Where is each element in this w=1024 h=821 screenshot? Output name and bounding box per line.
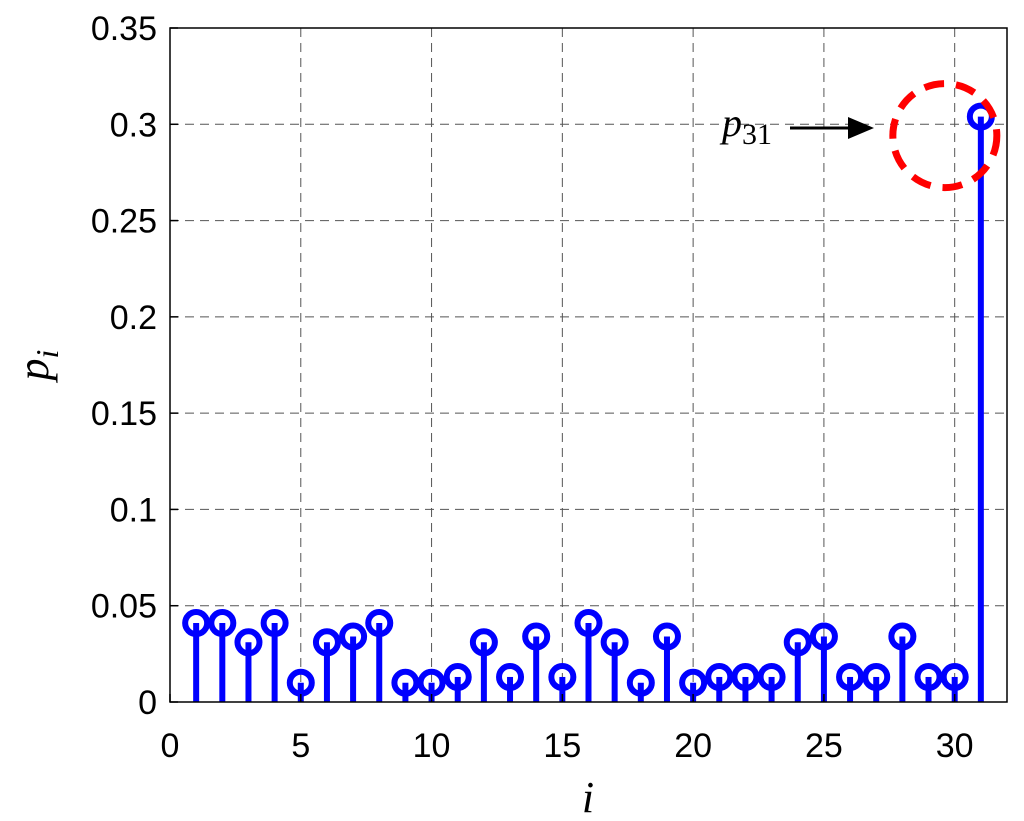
stem-marker xyxy=(312,628,341,657)
plot-area xyxy=(170,28,1007,702)
y-tick-label: 0.15 xyxy=(91,395,157,433)
y-tick-label: 0.2 xyxy=(110,299,157,337)
stem-marker xyxy=(757,662,786,691)
stem-marker xyxy=(469,628,498,657)
highlight-circle xyxy=(889,80,1001,192)
y-tick-label: 0 xyxy=(138,684,157,722)
stem-marker xyxy=(626,668,655,697)
x-tick-label: 15 xyxy=(543,727,581,765)
arrow-head-icon xyxy=(848,117,874,139)
y-tick-label: 0.3 xyxy=(110,106,157,144)
stem-marker xyxy=(836,662,865,691)
x-tick-label: 30 xyxy=(936,727,974,765)
stem-marker xyxy=(679,668,708,697)
p31-annotation: p31 xyxy=(719,80,1001,192)
stem-marker xyxy=(234,628,263,657)
y-tick-label: 0.05 xyxy=(91,588,157,626)
y-axis-label-subscript: i xyxy=(29,350,65,359)
stem-marker xyxy=(731,662,760,691)
y-tick-labels: 0 0.05 0.1 0.15 0.2 0.25 0.3 0.35 xyxy=(91,10,178,722)
x-tick-label: 10 xyxy=(413,727,451,765)
stem-marker xyxy=(888,622,917,651)
stem-marker xyxy=(914,662,943,691)
y-axis-label-main: p xyxy=(9,358,58,383)
stem-marker xyxy=(522,622,551,651)
x-tick-labels: 0 5 10 15 20 25 30 xyxy=(161,694,974,765)
x-axis-label: i xyxy=(582,773,594,821)
x-tick-label: 0 xyxy=(161,727,180,765)
stem-marker xyxy=(339,622,368,651)
stem-marker xyxy=(286,668,315,697)
x-tick-label: 25 xyxy=(805,727,843,765)
stem-marker xyxy=(260,609,289,638)
stem-marker xyxy=(391,668,420,697)
stem-marker xyxy=(182,609,211,638)
stem-marker xyxy=(600,628,629,657)
svg-text:pi: pi xyxy=(9,350,65,384)
stem-marker xyxy=(940,662,969,691)
x-tick-label: 5 xyxy=(291,727,310,765)
y-tick-label: 0.25 xyxy=(91,203,157,241)
y-axis-label: pi xyxy=(9,350,65,384)
stem-marker xyxy=(705,662,734,691)
data-stems xyxy=(182,102,995,702)
stem-marker xyxy=(548,662,577,691)
y-tick-label: 0.1 xyxy=(110,491,157,529)
stem-marker xyxy=(496,662,525,691)
stem-marker xyxy=(417,668,446,697)
axes-box xyxy=(169,27,1008,703)
stem-marker xyxy=(862,662,891,691)
y-tick-label: 0.35 xyxy=(91,10,157,48)
stem-marker xyxy=(208,609,237,638)
stem-marker xyxy=(809,622,838,651)
x-tick-label: 20 xyxy=(674,727,712,765)
annotation-label: p31 xyxy=(719,100,772,151)
stem-marker xyxy=(574,609,603,638)
stem-marker xyxy=(652,622,681,651)
stem-marker xyxy=(365,609,394,638)
stem-marker xyxy=(783,628,812,657)
stem-marker xyxy=(443,662,472,691)
